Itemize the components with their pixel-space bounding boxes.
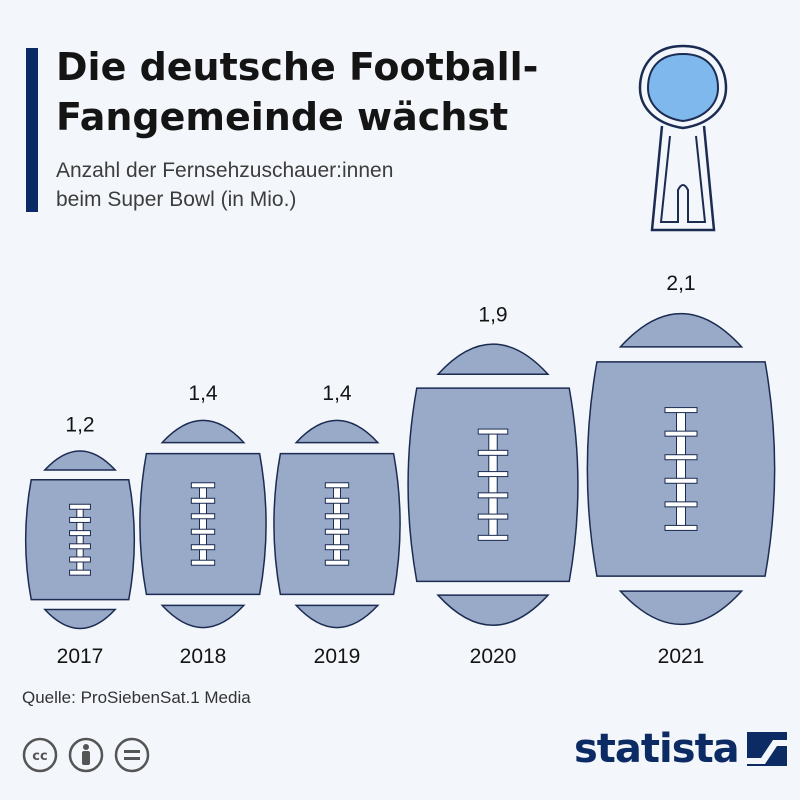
football-lace: [190, 528, 216, 535]
statista-logo[interactable]: statista: [574, 726, 787, 772]
year-label: 2017: [57, 645, 104, 668]
football-lace: [664, 524, 698, 531]
title-line-1: Die deutsche Football-: [56, 45, 539, 89]
value-label: 2,1: [666, 272, 695, 295]
value-label: 1,2: [65, 413, 94, 436]
football-lace-seam: [676, 409, 686, 529]
value-label: 1,4: [322, 382, 352, 405]
football-bottom-cap: [160, 604, 246, 629]
football-top-cap: [436, 343, 550, 375]
subtitle-line-2: beim Super Bowl (in Mio.): [56, 188, 297, 211]
trophy-icon: [638, 44, 728, 232]
football-lace-seam: [488, 431, 498, 539]
football-lace: [664, 407, 698, 414]
year-label: 2018: [180, 645, 227, 668]
football-lace: [477, 449, 509, 456]
trophy-ball-outline: [638, 44, 728, 130]
football-bottom-cap: [618, 590, 744, 625]
football-2020: [407, 343, 579, 626]
football-lace: [190, 513, 216, 520]
football-lace-seam: [199, 484, 207, 564]
year-label: 2020: [470, 645, 517, 668]
football-lace: [324, 528, 350, 535]
football-lace: [664, 501, 698, 508]
football-2018: [139, 419, 267, 629]
football-lace: [190, 544, 216, 551]
brand-wordmark: statista: [574, 726, 740, 772]
by-icon[interactable]: [68, 737, 104, 773]
license-icons: cc: [22, 737, 150, 773]
football-top-cap: [294, 419, 380, 444]
football-lace: [190, 497, 216, 504]
football-lace-seam: [76, 506, 84, 574]
football-lace-seam: [333, 484, 341, 564]
subtitle: Anzahl der Fernsehzuschauer:innen beim S…: [56, 156, 576, 214]
football-lace: [190, 559, 216, 566]
trophy-stand: [650, 125, 716, 232]
football-top-cap: [43, 450, 117, 471]
football-bottom-cap: [43, 608, 117, 630]
football-lace: [324, 559, 350, 566]
football-lace: [477, 513, 509, 520]
football-lace: [69, 503, 91, 510]
page-title: Die deutsche Football- Fangemeinde wächs…: [56, 42, 616, 142]
trophy-stand-inner: [659, 135, 707, 223]
title-line-2: Fangemeinde wächst: [56, 95, 509, 139]
year-label: 2019: [314, 645, 361, 668]
football-lace: [69, 543, 91, 550]
nd-icon[interactable]: [114, 737, 150, 773]
football-lace: [324, 544, 350, 551]
football-lace: [664, 477, 698, 484]
football-lace: [477, 471, 509, 478]
football-lace: [69, 569, 91, 576]
accent-bar: [26, 48, 38, 212]
football-lace: [69, 530, 91, 537]
football-lace: [664, 454, 698, 461]
football-bottom-cap: [436, 594, 550, 626]
football-top-cap: [160, 419, 246, 444]
football-lace: [324, 482, 350, 489]
football-2021: [586, 313, 776, 625]
football-lace: [477, 492, 509, 499]
source-note: Quelle: ProSiebenSat.1 Media: [22, 688, 251, 707]
statista-mark-icon: [746, 732, 787, 766]
football-lace: [69, 556, 91, 563]
football-lace: [477, 534, 509, 541]
football-2019: [273, 419, 401, 629]
football-lace: [324, 513, 350, 520]
cc-icon[interactable]: cc: [22, 737, 58, 773]
svg-text:cc: cc: [32, 749, 47, 764]
football-top-cap: [618, 313, 744, 348]
football-bottom-cap: [294, 604, 380, 629]
football-lace: [477, 428, 509, 435]
subtitle-line-1: Anzahl der Fernsehzuschauer:innen: [56, 159, 394, 182]
year-label: 2021: [658, 645, 705, 668]
football-lace: [664, 430, 698, 437]
football-lace: [69, 516, 91, 523]
football-lace: [190, 482, 216, 489]
value-label: 1,9: [478, 303, 507, 326]
value-label: 1,4: [188, 382, 218, 405]
trophy-ball: [646, 52, 720, 123]
football-lace: [324, 497, 350, 504]
football-2017: [24, 450, 136, 630]
